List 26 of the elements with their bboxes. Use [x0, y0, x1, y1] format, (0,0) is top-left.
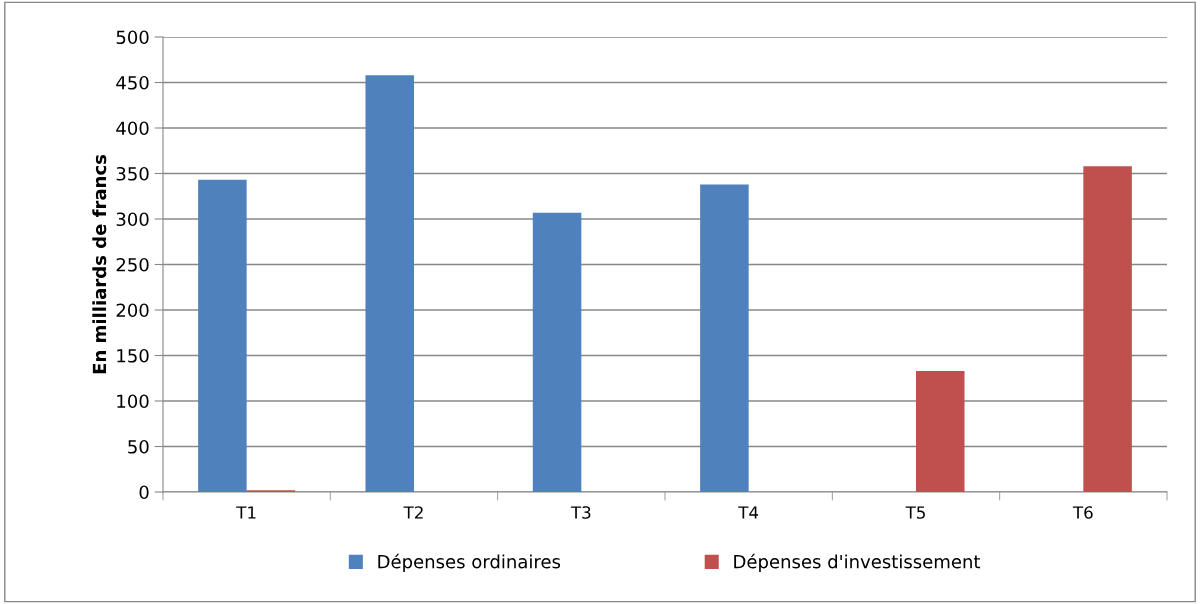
- y-tick-label: 150: [117, 348, 149, 363]
- legend-label: Dépenses d'investissement: [734, 553, 981, 572]
- y-tick-label: 400: [116, 121, 149, 136]
- bar: [1083, 166, 1132, 492]
- bar: [365, 75, 414, 492]
- y-axis-title: En milliards de francs: [92, 154, 107, 374]
- bar: [198, 179, 247, 492]
- y-tick-label: 450: [116, 75, 149, 90]
- y-tick-label: 500: [116, 30, 149, 45]
- x-tick-label: T2: [403, 506, 423, 519]
- x-tick-label: T3: [570, 506, 591, 519]
- bar: [532, 212, 582, 492]
- bar: [700, 184, 749, 492]
- x-tick-label: T6: [1072, 506, 1093, 519]
- y-tick-label: 0: [139, 485, 149, 500]
- x-tick-label: T5: [905, 506, 925, 519]
- y-tick-label: 350: [116, 166, 149, 181]
- x-tick-label: T1: [236, 506, 256, 519]
- legend-label: Dépenses ordinaires: [378, 553, 561, 572]
- y-tick-label: 300: [116, 212, 149, 227]
- x-tick-label: T4: [738, 506, 759, 519]
- y-tick-label: 200: [116, 303, 149, 318]
- y-tick-label: 50: [128, 439, 149, 454]
- y-tick-label: 100: [117, 394, 149, 409]
- y-tick-label: 250: [116, 257, 149, 272]
- bar: [916, 370, 965, 492]
